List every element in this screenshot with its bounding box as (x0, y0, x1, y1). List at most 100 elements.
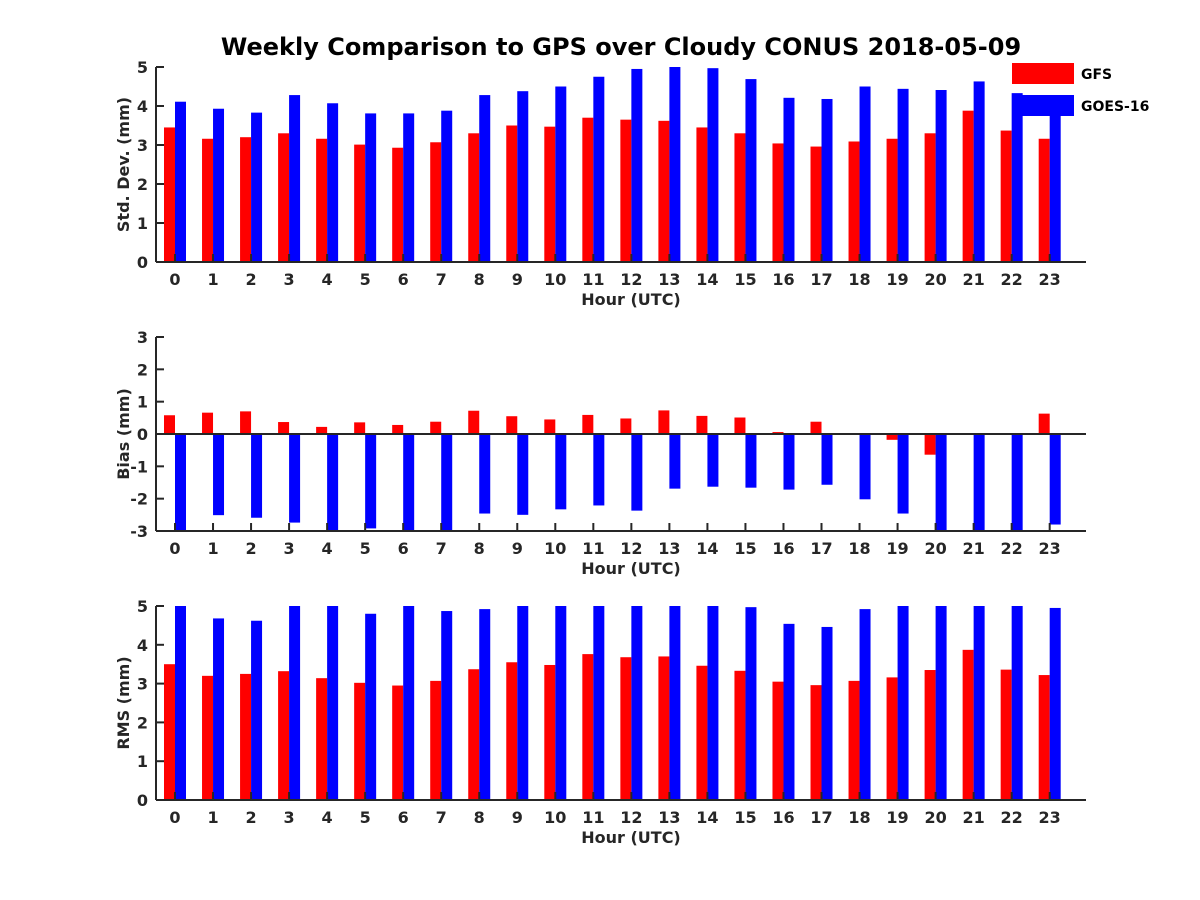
x-tick-label: 14 (696, 539, 718, 558)
bar-goes-16-hour-23 (1049, 434, 1061, 525)
x-tick-label: 22 (1001, 539, 1023, 558)
y-tick-label: 5 (137, 58, 148, 77)
bar-gfs-hour-19 (886, 138, 898, 262)
x-axis-label: Hour (UTC) (581, 828, 681, 847)
bar-gfs-hour-23 (1038, 413, 1050, 434)
bar-gfs-hour-1 (202, 675, 214, 800)
bar-goes-16-hour-0 (175, 606, 186, 800)
bar-gfs-hour-8 (468, 669, 480, 800)
x-tick-label: 11 (582, 270, 604, 289)
y-axis-label: RMS (mm) (114, 656, 133, 749)
x-tick-label: 17 (810, 270, 832, 289)
x-tick-label: 18 (848, 270, 870, 289)
bar-goes-16-hour-23 (1049, 112, 1061, 263)
bar-gfs-hour-5 (354, 422, 366, 434)
x-tick-label: 10 (544, 270, 566, 289)
x-tick-label: 21 (962, 539, 984, 558)
bar-gfs-hour-17 (810, 146, 822, 262)
x-tick-label: 15 (734, 539, 756, 558)
x-tick-label: 14 (696, 270, 718, 289)
bar-goes-16-hour-19 (897, 434, 909, 514)
bar-goes-16-hour-14 (707, 434, 719, 487)
x-tick-label: 12 (620, 808, 642, 827)
x-tick-label: 23 (1039, 808, 1061, 827)
bar-gfs-hour-23 (1038, 675, 1050, 800)
x-tick-label: 11 (582, 808, 604, 827)
bar-goes-16-hour-19 (897, 88, 909, 262)
bar-goes-16-hour-14 (707, 68, 719, 262)
x-tick-label: 1 (207, 270, 218, 289)
bar-gfs-hour-14 (696, 665, 708, 800)
x-tick-label: 16 (772, 539, 794, 558)
bar-goes-16-hour-0 (175, 101, 186, 263)
x-tick-label: 13 (658, 539, 680, 558)
bar-goes-16-hour-17 (821, 98, 833, 262)
bar-gfs-hour-15 (734, 670, 746, 800)
y-tick-label: 4 (137, 97, 148, 116)
bar-gfs-hour-15 (734, 417, 746, 434)
bar-goes-16-hour-5 (365, 613, 377, 800)
bar-gfs-hour-12 (620, 657, 632, 800)
legend-label-goes-16: GOES-16 (1081, 99, 1149, 115)
bar-gfs-hour-4 (316, 426, 328, 434)
x-tick-label: 0 (169, 270, 180, 289)
x-tick-label: 6 (398, 539, 409, 558)
x-tick-label: 4 (322, 539, 333, 558)
x-tick-label: 20 (924, 808, 946, 827)
bar-gfs-hour-12 (620, 418, 632, 434)
bar-gfs-hour-16 (772, 143, 784, 262)
legend-swatch-goes-16 (1012, 95, 1074, 116)
x-tick-label: 7 (436, 539, 447, 558)
y-tick-label: -3 (130, 522, 148, 541)
bar-gfs-hour-14 (696, 127, 708, 262)
bar-gfs-hour-16 (772, 681, 784, 800)
x-tick-label: 14 (696, 808, 718, 827)
bar-goes-16-hour-12 (631, 68, 643, 262)
bar-goes-16-hour-9 (517, 606, 529, 800)
bar-goes-16-hour-5 (365, 113, 377, 262)
x-tick-label: 1 (207, 539, 218, 558)
x-tick-label: 3 (284, 539, 295, 558)
bar-gfs-hour-10 (544, 664, 556, 800)
bar-gfs-hour-6 (392, 424, 404, 434)
x-tick-label: 15 (734, 270, 756, 289)
y-tick-label: 3 (137, 328, 148, 347)
bar-gfs-hour-19 (886, 677, 898, 800)
x-tick-label: 18 (848, 539, 870, 558)
x-tick-label: 3 (284, 808, 295, 827)
bar-gfs-hour-6 (392, 685, 404, 800)
x-tick-label: 8 (474, 808, 485, 827)
x-tick-label: 19 (886, 539, 908, 558)
x-tick-label: 22 (1001, 808, 1023, 827)
bar-gfs-hour-17 (810, 685, 822, 800)
bar-goes-16-hour-18 (859, 609, 871, 800)
bar-goes-16-hour-22 (1011, 93, 1023, 262)
x-tick-label: 0 (169, 808, 180, 827)
bar-goes-16-hour-4 (327, 103, 339, 263)
bar-goes-16-hour-0 (175, 434, 186, 531)
bar-gfs-hour-7 (430, 142, 442, 262)
bar-gfs-hour-13 (658, 120, 670, 262)
y-tick-label: 1 (137, 214, 148, 233)
x-tick-label: 4 (322, 270, 333, 289)
legend-swatch-gfs (1012, 63, 1074, 84)
bar-gfs-hour-12 (620, 119, 632, 263)
x-tick-label: 21 (962, 270, 984, 289)
bar-gfs-hour-11 (582, 117, 594, 262)
bar-goes-16-hour-19 (897, 606, 909, 800)
x-tick-label: 7 (436, 808, 447, 827)
x-tick-label: 3 (284, 270, 295, 289)
x-tick-label: 5 (360, 808, 371, 827)
bar-gfs-hour-8 (468, 410, 480, 434)
x-tick-label: 20 (924, 539, 946, 558)
y-tick-label: 1 (137, 752, 148, 771)
x-tick-label: 22 (1001, 270, 1023, 289)
x-tick-label: 4 (322, 808, 333, 827)
y-tick-label: 3 (137, 136, 148, 155)
bar-goes-16-hour-16 (783, 97, 795, 262)
bar-gfs-hour-8 (468, 133, 480, 262)
bar-goes-16-hour-8 (479, 434, 491, 514)
bar-goes-16-hour-20 (935, 434, 947, 531)
